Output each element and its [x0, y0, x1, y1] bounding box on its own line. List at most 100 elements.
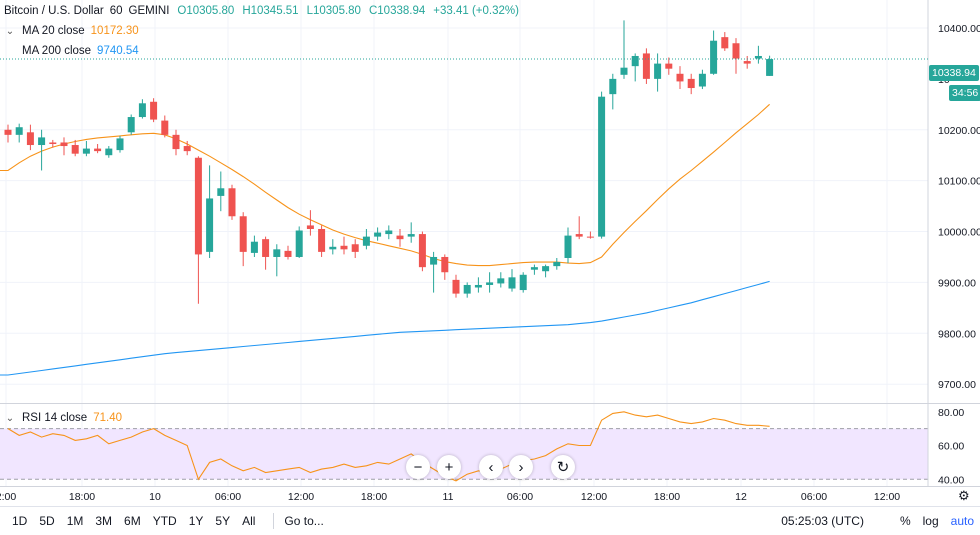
time-tick-label: 2:00	[0, 491, 16, 503]
candle	[530, 264, 538, 275]
last-price-tag: 10338.94	[929, 65, 979, 81]
ma20-layer	[0, 103, 770, 267]
interval-label: 60	[109, 5, 123, 17]
candle	[620, 20, 628, 79]
timeframe-5y[interactable]: 5Y	[215, 514, 231, 528]
rsi-value: 71.40	[93, 412, 122, 424]
candle	[474, 277, 482, 293]
percent-toggle[interactable]: %	[899, 514, 911, 528]
candle	[49, 139, 57, 148]
time-tick-label: 18:00	[361, 491, 387, 503]
toolbar-divider	[273, 513, 275, 529]
time-tick-label: 12:00	[874, 491, 900, 503]
candle	[519, 272, 527, 293]
zoom-in-icon[interactable]: +	[437, 455, 461, 479]
candle	[206, 165, 214, 258]
symbol-legend: Bitcoin / U.S. Dollar 60 GEMINI O10305.8…	[4, 2, 519, 20]
candle	[172, 129, 180, 156]
time-tick-label: 06:00	[507, 491, 533, 503]
change-value: +33.41 (+0.32%)	[433, 5, 519, 17]
candle	[418, 231, 426, 272]
timeframe-6m[interactable]: 6M	[124, 514, 141, 528]
candle	[698, 69, 706, 90]
candle	[766, 55, 774, 76]
time-tick-label: 12:00	[581, 491, 607, 503]
timeframe-5d[interactable]: 5D	[39, 514, 55, 528]
candle	[71, 139, 79, 157]
timeframe-1m[interactable]: 1M	[66, 514, 84, 528]
time-tick-label: 10	[149, 491, 161, 503]
ma200-value: 9740.54	[97, 45, 139, 57]
timeframe-1y[interactable]: 1Y	[188, 514, 204, 528]
rsi-band-layer	[0, 428, 928, 480]
candle	[754, 45, 762, 64]
candle	[575, 216, 583, 240]
time-tick-label: 12:00	[288, 491, 314, 503]
timeframe-all[interactable]: All	[242, 514, 256, 528]
candle	[26, 124, 34, 151]
candle	[318, 225, 326, 257]
candle	[396, 228, 404, 247]
candle	[138, 99, 146, 119]
candle	[598, 91, 606, 239]
candle	[642, 48, 650, 84]
exchange-label: GEMINI	[128, 5, 170, 17]
right-tools: 05:25:03 (UTC) % log auto	[781, 507, 980, 535]
chevron-down-icon[interactable]: ⌄	[5, 412, 15, 424]
timeframe-3m[interactable]: 3M	[95, 514, 113, 528]
ma20-legend[interactable]: ⌄ MA 20 close 10172.30	[4, 22, 139, 40]
candle	[374, 227, 382, 241]
scroll-left-icon[interactable]: ‹	[479, 455, 503, 479]
zoom-out-icon[interactable]: −	[406, 455, 430, 479]
candle	[228, 184, 236, 220]
price-tick-label: 9800.00	[938, 328, 976, 340]
candle	[407, 222, 415, 243]
ma200-label: MA 200 close	[22, 45, 92, 57]
candle	[430, 251, 438, 293]
candle	[94, 144, 102, 154]
goto-button[interactable]: Go to...	[284, 514, 324, 528]
candle	[441, 254, 449, 280]
candle	[351, 239, 359, 258]
candle	[486, 272, 494, 293]
timeframe-ytd[interactable]: YTD	[152, 514, 177, 528]
bottom-toolbar: 1D 5D 1M 3M 6M YTD 1Y 5Y All Go to... 05…	[0, 506, 980, 535]
scroll-right-icon[interactable]: ›	[509, 455, 533, 479]
price-tick-label: 10100.00	[938, 176, 980, 188]
candle	[105, 146, 113, 158]
ma20-line	[0, 103, 770, 267]
candles-layer	[4, 20, 774, 304]
ma200-legend[interactable]: ⌄ MA 200 close 9740.54	[4, 42, 139, 60]
time-axis-layer: 2:00 18:00 10 06:00 12:00 18:00 11 06:00 12:00 18…	[0, 488, 970, 503]
time-tick-label: 11	[443, 491, 454, 503]
utc-clock[interactable]: 05:25:03 (UTC)	[781, 514, 864, 528]
auto-toggle[interactable]: auto	[950, 514, 974, 528]
ma200-line	[0, 280, 770, 376]
rsi-tick-label: 60.00	[938, 441, 964, 453]
candle	[542, 264, 550, 278]
close-value: C10338.94	[368, 5, 426, 17]
price-tick-label: 10400.00	[938, 23, 980, 35]
log-toggle[interactable]: log	[922, 514, 939, 528]
chart-canvas[interactable]: 10400.00 10200.00 10100.00 10000.00 9900.00 9…	[0, 0, 980, 506]
time-tick-label: 06:00	[801, 491, 827, 503]
gridlines-layer	[0, 0, 928, 486]
candle	[508, 269, 516, 292]
candle	[262, 236, 270, 270]
reset-icon[interactable]: ↻	[551, 455, 575, 479]
price-tick-label: 10200.00	[938, 125, 980, 137]
open-value: O10305.80	[177, 5, 235, 17]
candle	[687, 73, 695, 95]
time-tick-label: 12	[735, 491, 747, 503]
symbol-name: Bitcoin / U.S. Dollar	[4, 5, 104, 17]
chevron-down-icon[interactable]: ⌄	[5, 25, 15, 37]
candle	[161, 115, 169, 138]
rsi-label: RSI 14 close	[22, 412, 88, 424]
price-tick-label: 9700.00	[938, 379, 976, 391]
candle	[183, 140, 191, 156]
candle	[676, 66, 684, 90]
candle	[217, 171, 225, 212]
rsi-legend[interactable]: ⌄ RSI 14 close 71.40	[4, 409, 122, 427]
timeframe-1d[interactable]: 1D	[12, 514, 28, 528]
candle	[609, 73, 617, 110]
